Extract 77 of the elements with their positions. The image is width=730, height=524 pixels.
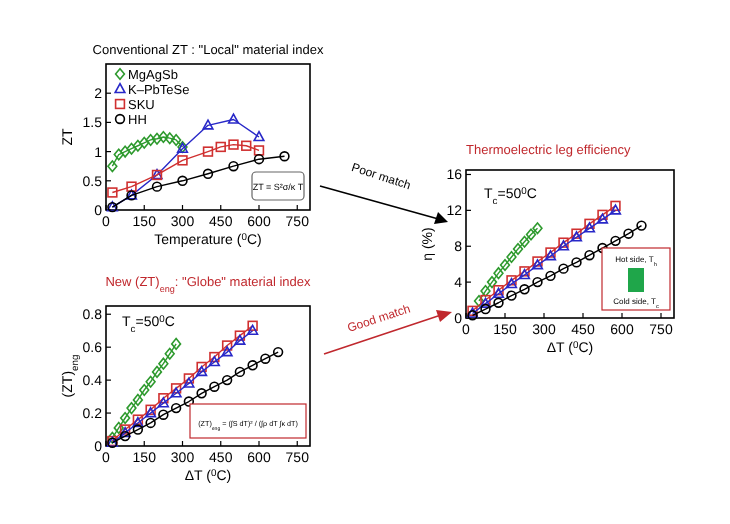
- point: [202, 119, 214, 130]
- point: [164, 132, 175, 145]
- point: [506, 250, 517, 264]
- point: [158, 409, 169, 420]
- point: [139, 136, 150, 149]
- point: [584, 250, 595, 261]
- point: [145, 133, 156, 146]
- point: [132, 424, 144, 435]
- point: [119, 145, 131, 158]
- point: [164, 347, 175, 360]
- point: [113, 148, 124, 161]
- point: [221, 346, 233, 357]
- point: [228, 139, 239, 150]
- point: [119, 430, 131, 442]
- point: [253, 130, 265, 142]
- point: [493, 297, 504, 308]
- point: [228, 161, 239, 172]
- point: [221, 340, 233, 351]
- point: [170, 337, 182, 350]
- point: [260, 353, 271, 364]
- point: [145, 417, 156, 429]
- point: [519, 235, 530, 248]
- point: [486, 276, 498, 289]
- point: [493, 267, 504, 280]
- point: [571, 257, 582, 268]
- point: [253, 153, 265, 165]
- point: [234, 366, 246, 378]
- point: [545, 270, 556, 282]
- point: [183, 396, 195, 407]
- point: [107, 187, 118, 198]
- point: [558, 263, 569, 274]
- point: [241, 140, 252, 151]
- point: [221, 374, 233, 386]
- point: [499, 259, 511, 272]
- point: [532, 222, 543, 235]
- point: [113, 421, 124, 434]
- point: [158, 130, 169, 144]
- point: [170, 402, 182, 414]
- point: [247, 320, 258, 331]
- point: [209, 381, 220, 392]
- point: [272, 346, 284, 358]
- point: [177, 155, 188, 166]
- point: [519, 284, 530, 295]
- point: [480, 285, 491, 298]
- point: [119, 411, 131, 425]
- point: [139, 383, 150, 397]
- point: [196, 388, 207, 399]
- point: [215, 141, 226, 153]
- point: [253, 145, 265, 156]
- point: [132, 393, 144, 406]
- point: [623, 228, 634, 239]
- point: [279, 151, 290, 162]
- point: [126, 181, 137, 192]
- point: [227, 113, 240, 124]
- point: [532, 276, 543, 288]
- point: [525, 228, 537, 241]
- point: [170, 133, 182, 146]
- point: [473, 294, 485, 308]
- point: [151, 365, 163, 378]
- point: [636, 220, 647, 231]
- point: [202, 168, 214, 179]
- point: [151, 181, 163, 192]
- point: [158, 357, 169, 370]
- point: [145, 375, 156, 388]
- point: [151, 132, 163, 145]
- point: [132, 139, 144, 152]
- point: [177, 175, 188, 186]
- point: [202, 146, 214, 157]
- point: [506, 290, 517, 301]
- point: [480, 303, 491, 315]
- point: [126, 142, 137, 155]
- point: [247, 360, 258, 371]
- point: [126, 402, 137, 415]
- point: [246, 324, 259, 336]
- point: [512, 242, 524, 256]
- point: [610, 235, 621, 247]
- point: [107, 160, 118, 173]
